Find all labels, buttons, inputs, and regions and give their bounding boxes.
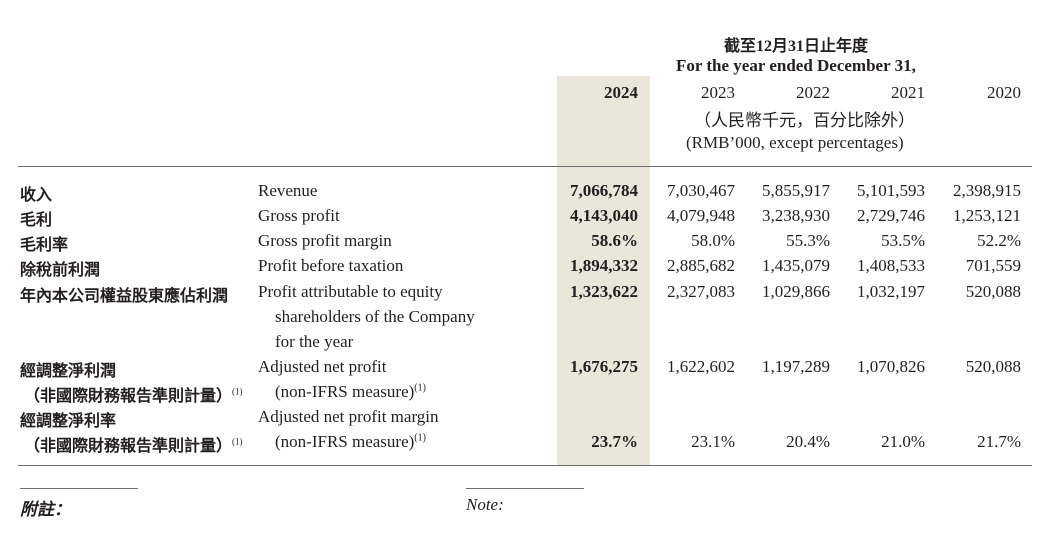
gross-profit-2021: 2,729,746 — [857, 206, 925, 225]
year-2022-header: 2022 — [796, 83, 830, 102]
row-adj-profit-cn-line1: 經調整淨利潤 — [20, 363, 117, 380]
attributable-2020: 520,088 — [965, 282, 1021, 301]
year-2024-header: 2024 — [604, 83, 638, 102]
pbt-2024: 1,894,332 — [570, 256, 638, 275]
pbt-2022: 1,435,079 — [762, 256, 830, 275]
adj-margin-2021: 21.0% — [881, 432, 925, 451]
revenue-2022: 5,855,917 — [762, 181, 830, 200]
row-adj-margin-cn-line2: （非國際財務報告準則計量）(1) — [24, 436, 243, 455]
row-adj-margin-cn-line1: 經調整淨利率 — [20, 413, 117, 430]
row-adj-profit-cn-line2: （非國際財務報告準則計量）(1) — [24, 386, 243, 405]
row-adj-margin-en-line2: (non-IFRS measure)(1) — [275, 432, 426, 451]
row-revenue-cn: 收入 — [20, 187, 53, 204]
gross-margin-2024: 58.6% — [591, 231, 638, 250]
note-rule-en — [466, 488, 584, 489]
row-pbt-en: Profit before taxation — [258, 256, 404, 275]
pbt-2020: 701,559 — [965, 256, 1021, 275]
note-label-cn: 附註： — [20, 500, 71, 519]
top-rule — [18, 166, 1032, 167]
row-revenue-en: Revenue — [258, 181, 318, 200]
row-gross-profit-en: Gross profit — [258, 206, 340, 225]
year-2021-header: 2021 — [891, 83, 925, 102]
adj-profit-2021: 1,070,826 — [857, 357, 925, 376]
row-pbt-cn: 除稅前利潤 — [20, 262, 101, 279]
gross-margin-2023: 58.0% — [691, 231, 735, 250]
row-adj-margin-en-line1: Adjusted net profit margin — [258, 407, 439, 426]
row-gross-margin-cn: 毛利率 — [20, 237, 69, 254]
note-label-en: Note: — [466, 495, 504, 514]
row-attributable-en-line1: Profit attributable to equity — [258, 282, 443, 301]
row-attributable-cn: 年內本公司權益股東應佔利潤 — [20, 288, 229, 305]
gross-margin-2021: 53.5% — [881, 231, 925, 250]
current-year-highlight — [557, 76, 650, 466]
adj-margin-2023: 23.1% — [691, 432, 735, 451]
adj-profit-2024: 1,676,275 — [570, 357, 638, 376]
gross-profit-2022: 3,238,930 — [762, 206, 830, 225]
row-attributable-en-line3: for the year — [275, 332, 354, 351]
note-rule-cn — [20, 488, 138, 489]
row-attributable-en-line2: shareholders of the Company — [275, 307, 475, 326]
unit-en: (RMB’000, except percentages) — [686, 133, 904, 152]
revenue-2020: 2,398,915 — [953, 181, 1021, 200]
row-adj-profit-en-line1: Adjusted net profit — [258, 357, 387, 376]
attributable-2021: 1,032,197 — [857, 282, 925, 301]
revenue-2021: 5,101,593 — [857, 181, 925, 200]
adj-profit-2023: 1,622,602 — [667, 357, 735, 376]
unit-cn: （人民幣千元，百分比除外） — [694, 111, 915, 130]
attributable-2024: 1,323,622 — [570, 282, 638, 301]
gross-profit-2020: 1,253,121 — [953, 206, 1021, 225]
gross-profit-2023: 4,079,948 — [667, 206, 735, 225]
adj-margin-2024: 23.7% — [591, 432, 638, 451]
pbt-2021: 1,408,533 — [857, 256, 925, 275]
adj-margin-2022: 20.4% — [786, 432, 830, 451]
year-2020-header: 2020 — [987, 83, 1021, 102]
row-gross-margin-en: Gross profit margin — [258, 231, 392, 250]
revenue-2024: 7,066,784 — [570, 181, 638, 200]
attributable-2022: 1,029,866 — [762, 282, 830, 301]
attributable-2023: 2,327,083 — [667, 282, 735, 301]
row-gross-profit-cn: 毛利 — [20, 212, 53, 229]
gross-profit-2024: 4,143,040 — [570, 206, 638, 225]
gross-margin-2020: 52.2% — [977, 231, 1021, 250]
year-2023-header: 2023 — [701, 83, 735, 102]
revenue-2023: 7,030,467 — [667, 181, 735, 200]
period-heading-en: For the year ended December 31, — [676, 56, 916, 75]
pbt-2023: 2,885,682 — [667, 256, 735, 275]
adj-profit-2020: 520,088 — [965, 357, 1021, 376]
row-adj-profit-en-line2: (non-IFRS measure)(1) — [275, 382, 426, 401]
adj-margin-2020: 21.7% — [977, 432, 1021, 451]
period-heading-cn: 截至12月31日止年度 — [724, 38, 869, 55]
gross-margin-2022: 55.3% — [786, 231, 830, 250]
bottom-rule — [18, 465, 1032, 466]
adj-profit-2022: 1,197,289 — [762, 357, 830, 376]
